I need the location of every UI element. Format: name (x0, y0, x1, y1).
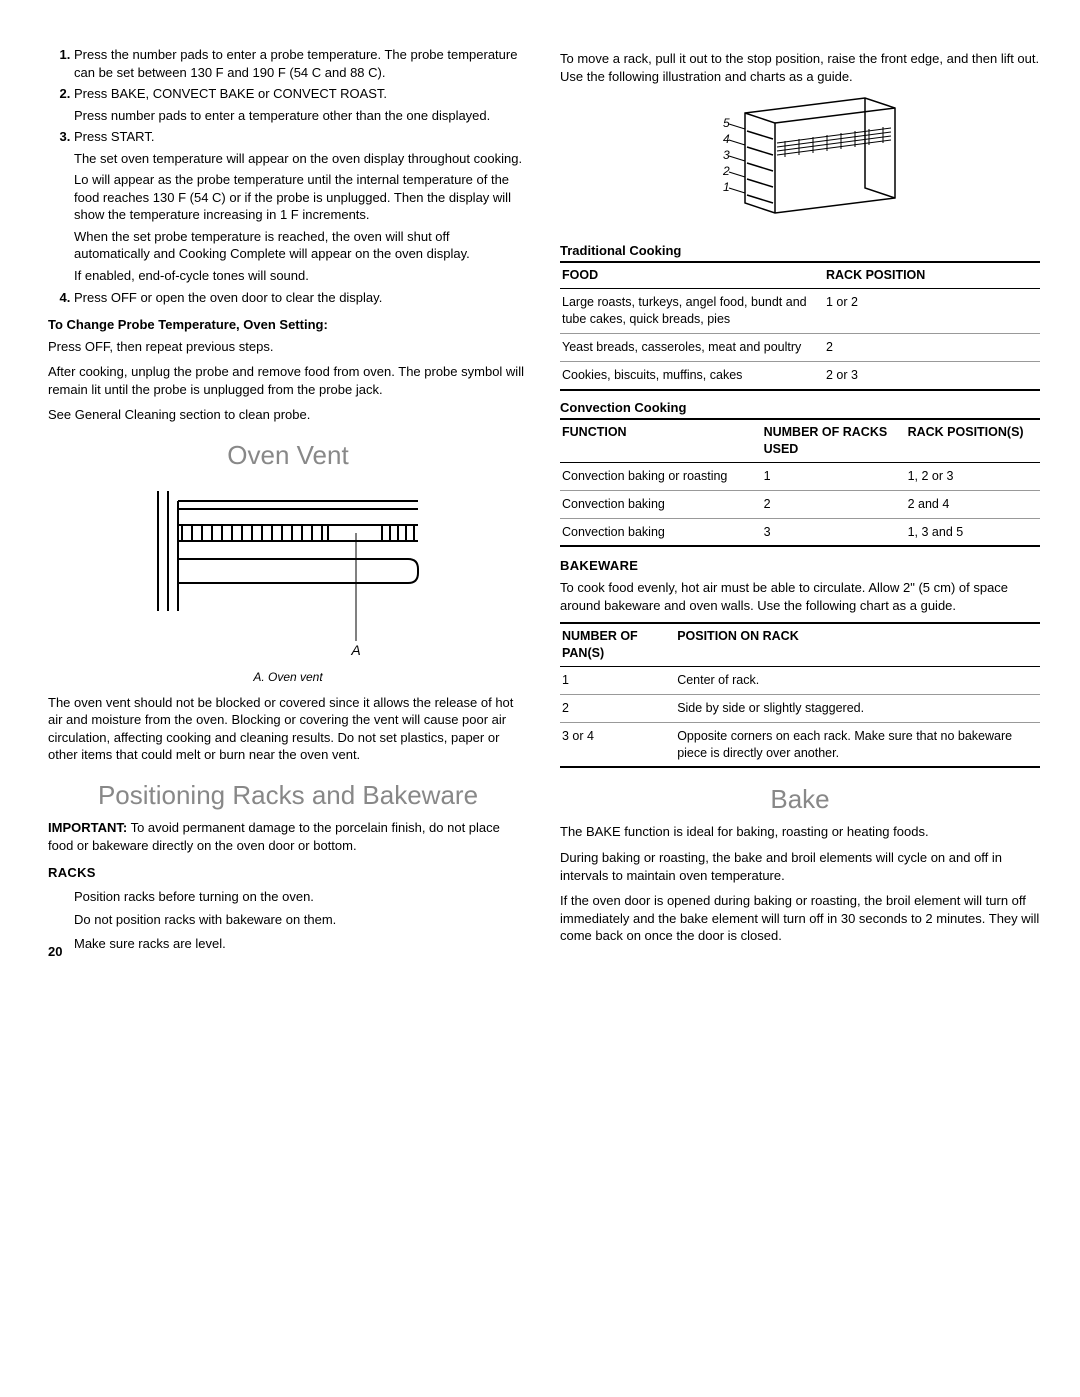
bake-p1: The BAKE function is ideal for baking, r… (560, 823, 1040, 841)
step-3-sub-3: If enabled, end-of-cycle tones will soun… (74, 267, 528, 285)
step-2: Press BAKE, CONVECT BAKE or CONVECT ROAS… (74, 85, 528, 124)
conv-th-2: RACK POSITION(S) (906, 419, 1040, 462)
step-3-sub-2: When the set probe temperature is reache… (74, 228, 528, 263)
oven-vent-diagram: A (48, 481, 528, 666)
step-2-text: Press BAKE, CONVECT BAKE or CONVECT ROAS… (74, 86, 387, 101)
trad-r0c0: Large roasts, turkeys, angel food, bundt… (560, 289, 824, 334)
after-cooking-para: After cooking, unplug the probe and remo… (48, 363, 528, 398)
step-3-text: Press START. (74, 129, 154, 144)
step-4-text: Press OFF or open the oven door to clear… (74, 290, 382, 305)
conv-r1c1: 2 (762, 490, 906, 518)
traditional-heading: Traditional Cooking (560, 242, 1040, 260)
convection-heading: Convection Cooking (560, 399, 1040, 417)
step-1: Press the number pads to enter a probe t… (74, 46, 528, 81)
important-para: IMPORTANT: To avoid permanent damage to … (48, 819, 528, 854)
conv-r2c0: Convection baking (560, 518, 762, 546)
step-1-text: Press the number pads to enter a probe t… (74, 47, 517, 80)
trad-r1c0: Yeast breads, casseroles, meat and poult… (560, 333, 824, 361)
conv-r0c0: Convection baking or roasting (560, 462, 762, 490)
trad-th-food: FOOD (560, 262, 824, 288)
probe-steps-list: Press the number pads to enter a probe t… (48, 46, 528, 306)
oven-vent-caption: A. Oven vent (48, 669, 528, 685)
oven-vent-para: The oven vent should not be blocked or c… (48, 694, 528, 764)
conv-r1c2: 2 and 4 (906, 490, 1040, 518)
racks-bullet-2: Make sure racks are level. (74, 935, 528, 953)
rack-label-1: 1 (723, 180, 730, 194)
racks-heading: RACKS (48, 864, 528, 882)
bake-th-1: POSITION ON RACK (675, 623, 1040, 666)
trad-r2c0: Cookies, biscuits, muffins, cakes (560, 361, 824, 389)
two-column-layout: Press the number pads to enter a probe t… (48, 46, 1040, 958)
racks-bullet-1: Do not position racks with bakeware on t… (74, 911, 528, 929)
page-number: 20 (48, 943, 62, 961)
conv-r2c1: 3 (762, 518, 906, 546)
bake-r0c1: Center of rack. (675, 666, 1040, 694)
step-3: Press START. The set oven temperature wi… (74, 128, 528, 284)
traditional-table: FOOD RACK POSITION Large roasts, turkeys… (560, 261, 1040, 390)
rack-svg: 5 4 3 2 1 (695, 93, 905, 223)
rack-label-5: 5 (723, 116, 730, 130)
important-label: IMPORTANT: (48, 820, 127, 835)
bake-r0c0: 1 (560, 666, 675, 694)
change-probe-heading: To Change Probe Temperature, Oven Settin… (48, 316, 528, 334)
rack-label-2: 2 (722, 164, 730, 178)
bake-title: Bake (560, 782, 1040, 817)
rack-label-3: 3 (723, 148, 730, 162)
bake-r2c0: 3 or 4 (560, 722, 675, 767)
bakeware-table: NUMBER OF PAN(S) POSITION ON RACK 1Cente… (560, 622, 1040, 768)
trad-r1c1: 2 (824, 333, 1040, 361)
conv-th-1: NUMBER OF RACKS USED (762, 419, 906, 462)
trad-r0c1: 1 or 2 (824, 289, 1040, 334)
step-3-sub-0: The set oven temperature will appear on … (74, 150, 528, 168)
move-rack-para: To move a rack, pull it out to the stop … (560, 50, 1040, 85)
oven-vent-svg: A (118, 481, 458, 661)
trad-r2c1: 2 or 3 (824, 361, 1040, 389)
conv-r0c1: 1 (762, 462, 906, 490)
positioning-title: Positioning Racks and Bakeware (48, 778, 528, 813)
conv-r1c0: Convection baking (560, 490, 762, 518)
bakeware-heading: BAKEWARE (560, 557, 1040, 575)
bake-r1c0: 2 (560, 694, 675, 722)
bakeware-para: To cook food evenly, hot air must be abl… (560, 579, 1040, 614)
step-4: Press OFF or open the oven door to clear… (74, 289, 528, 307)
rack-position-diagram: 5 4 3 2 1 (560, 93, 1040, 228)
left-column: Press the number pads to enter a probe t… (48, 46, 528, 958)
bake-r2c1: Opposite corners on each rack. Make sure… (675, 722, 1040, 767)
convection-table: FUNCTION NUMBER OF RACKS USED RACK POSIT… (560, 418, 1040, 547)
racks-bullet-0: Position racks before turning on the ove… (74, 888, 528, 906)
conv-th-0: FUNCTION (560, 419, 762, 462)
trad-th-rack: RACK POSITION (824, 262, 1040, 288)
oven-vent-letter: A (350, 642, 360, 658)
bake-p3: If the oven door is opened during baking… (560, 892, 1040, 945)
racks-bullets: Position racks before turning on the ove… (48, 888, 528, 953)
see-cleaning-para: See General Cleaning section to clean pr… (48, 406, 528, 424)
oven-vent-title: Oven Vent (48, 438, 528, 473)
bake-r1c1: Side by side or slightly staggered. (675, 694, 1040, 722)
step-3-sub-1: Lo will appear as the probe temperature … (74, 171, 528, 224)
bake-p2: During baking or roasting, the bake and … (560, 849, 1040, 884)
conv-r2c2: 1, 3 and 5 (906, 518, 1040, 546)
right-column: To move a rack, pull it out to the stop … (560, 46, 1040, 958)
rack-label-4: 4 (723, 132, 730, 146)
bake-th-0: NUMBER OF PAN(S) (560, 623, 675, 666)
step-2-sub-0: Press number pads to enter a temperature… (74, 107, 528, 125)
conv-r0c2: 1, 2 or 3 (906, 462, 1040, 490)
change-probe-line: Press OFF, then repeat previous steps. (48, 338, 528, 356)
